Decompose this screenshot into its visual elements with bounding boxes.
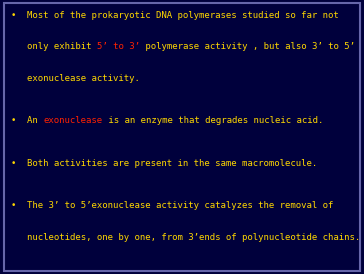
Text: •: • <box>11 11 16 20</box>
Text: •: • <box>11 159 16 168</box>
Text: •: • <box>11 201 16 210</box>
Text: •: • <box>11 116 16 125</box>
Text: nucleotides, one by one, from 3’ends of polynucleotide chains.: nucleotides, one by one, from 3’ends of … <box>27 233 361 242</box>
Text: The 3’ to 5’exonuclease activity catalyzes the removal of: The 3’ to 5’exonuclease activity catalyz… <box>27 201 334 210</box>
Text: polymerase activity , but also 3’ to 5’: polymerase activity , but also 3’ to 5’ <box>141 42 355 52</box>
Text: Both activities are present in the same macromolecule.: Both activities are present in the same … <box>27 159 317 168</box>
Text: exonuclease: exonuclease <box>43 116 103 125</box>
Text: 5’ to 3’: 5’ to 3’ <box>97 42 141 52</box>
Text: is an enzyme that degrades nucleic acid.: is an enzyme that degrades nucleic acid. <box>103 116 323 125</box>
Text: An: An <box>27 116 43 125</box>
Text: only exhibit: only exhibit <box>27 42 97 52</box>
Text: exonuclease activity.: exonuclease activity. <box>27 74 140 83</box>
Text: Most of the prokaryotic DNA polymerases studied so far not: Most of the prokaryotic DNA polymerases … <box>27 11 339 20</box>
